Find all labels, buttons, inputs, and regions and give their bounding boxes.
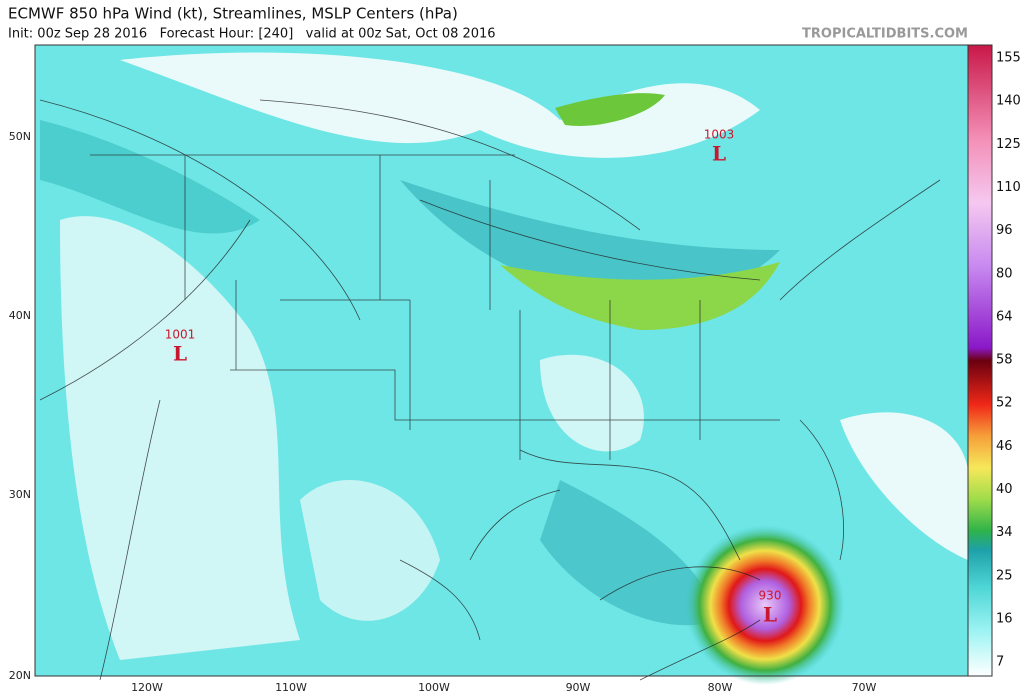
latitude-label: 30N: [9, 488, 31, 501]
colorbar-label: 52: [996, 396, 1013, 411]
pressure-symbol: L: [712, 142, 726, 166]
latitude-label: 50N: [9, 130, 31, 143]
longitude-label: 110W: [275, 681, 307, 694]
colorbar-label-bg: [994, 222, 1024, 239]
colorbar-label-bg: [994, 308, 1024, 325]
colorbar-label: 34: [996, 525, 1013, 540]
colorbar-label-bg: [994, 93, 1024, 110]
longitude-label: 80W: [708, 681, 733, 694]
subtitle: Init: 00z Sep 28 2016 Forecast Hour: [24…: [8, 27, 496, 42]
colorbar-label-bg: [994, 567, 1024, 584]
colorbar-label-bg: [994, 610, 1024, 627]
colorbar-label: 7: [996, 655, 1004, 670]
colorbar-label-bg: [994, 50, 1024, 66]
longitude-label: 90W: [566, 681, 591, 694]
colorbar-label: 16: [996, 611, 1013, 626]
colorbar-label: 46: [996, 439, 1013, 454]
colorbar-label: 80: [996, 266, 1013, 281]
map: [35, 45, 968, 685]
colorbar-label-bg: [994, 438, 1024, 455]
colorbar-label: 58: [996, 353, 1013, 368]
colorbar-label: 40: [996, 482, 1013, 497]
colorbar-label-bg: [994, 481, 1024, 498]
colorbar-label: 110: [996, 180, 1021, 195]
colorbar-label-bg: [994, 395, 1024, 412]
longitude-label: 120W: [131, 681, 163, 694]
watermark: TROPICALTIDBITS.COM: [802, 27, 968, 42]
colorbar-label-bg: [994, 524, 1024, 541]
colorbar-label-bg: [994, 179, 1024, 196]
colorbar-label: 140: [996, 94, 1021, 109]
latitude-label: 40N: [9, 309, 31, 322]
colorbar: [967, 44, 993, 677]
pressure-symbol: L: [173, 342, 187, 366]
longitude-label: 70W: [852, 681, 877, 694]
pressure-value: 1003: [704, 128, 735, 142]
pressure-symbol: L: [763, 603, 777, 627]
colorbar-label: 96: [996, 223, 1013, 238]
latitude-label: 20N: [9, 669, 31, 682]
colorbar-label-bg: [994, 265, 1024, 282]
title: ECMWF 850 hPa Wind (kt), Streamlines, MS…: [8, 5, 458, 23]
pressure-value: 930: [759, 589, 782, 603]
colorbar-label: 64: [996, 309, 1013, 324]
colorbar-label-bg: [994, 136, 1024, 153]
colorbar-label: 25: [996, 568, 1013, 583]
colorbar-label: 155: [996, 51, 1021, 66]
colorbar-label: 125: [996, 137, 1021, 152]
colorbar-label-bg: [994, 352, 1024, 369]
longitude-label: 100W: [418, 681, 450, 694]
pressure-value: 1001: [165, 328, 196, 342]
colorbar-label-bg: [994, 654, 1024, 671]
